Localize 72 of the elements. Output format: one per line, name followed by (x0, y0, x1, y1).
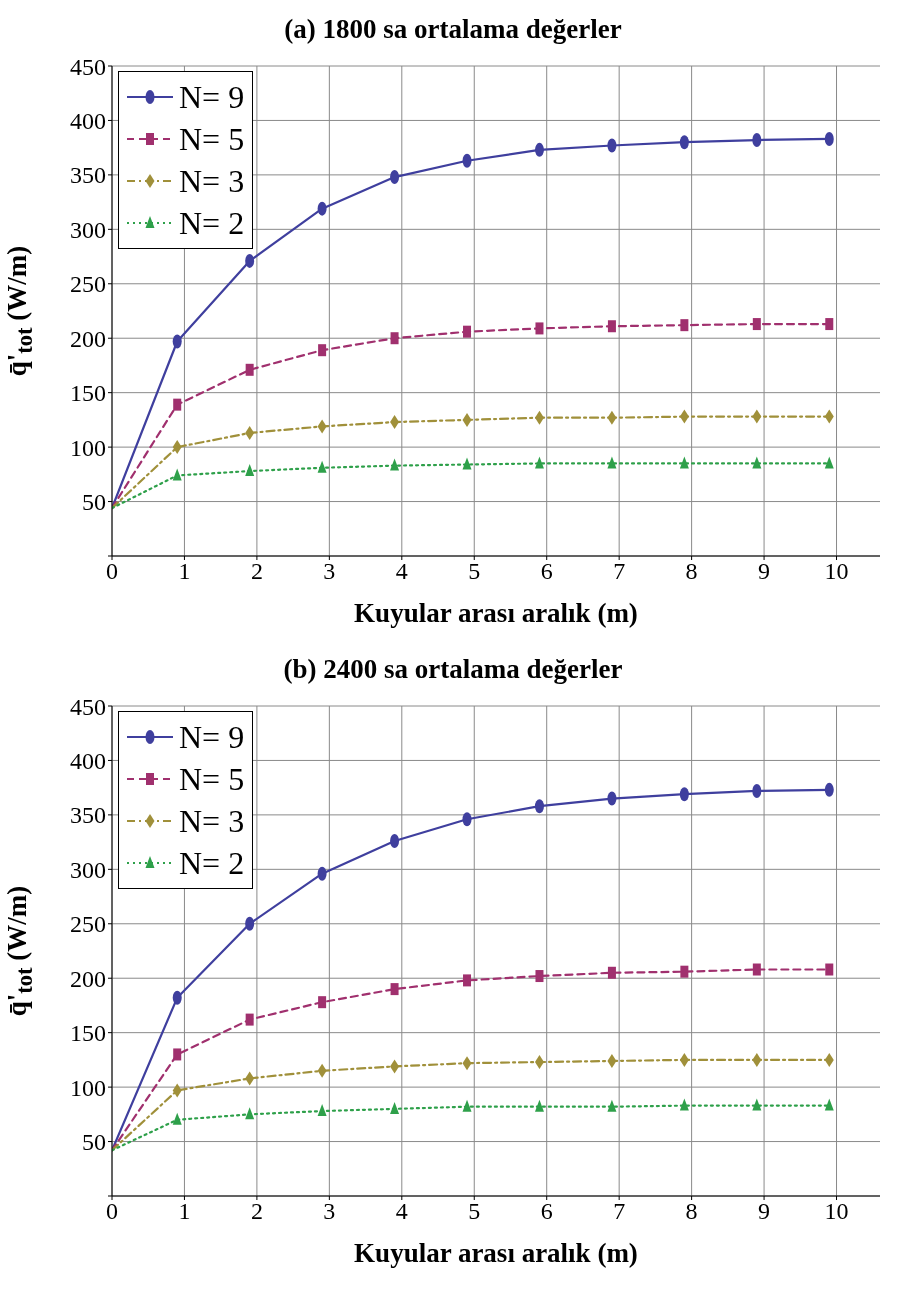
y-tick-label: 300 (70, 856, 106, 883)
y-tick-label: 250 (70, 271, 106, 298)
chart-title: (a) 1800 sa ortalama değerler (283, 14, 623, 45)
legend-label: N= 9 (179, 718, 245, 756)
point (317, 460, 327, 473)
point (462, 457, 472, 470)
x-tick-label: 0 (106, 1198, 118, 1225)
point (752, 1098, 762, 1111)
x-axis-title: Kuyular arası aralık (m) (353, 598, 639, 629)
x-tick-label: 9 (758, 1198, 771, 1225)
legend-label: N= 5 (179, 760, 245, 798)
x-tick-label: 5 (468, 1198, 481, 1225)
y-tick-label: 50 (82, 489, 106, 516)
x-tick-label: 8 (685, 1198, 698, 1225)
point (752, 456, 762, 469)
x-tick-label: 2 (250, 558, 263, 585)
x-tick-label: 2 (250, 1198, 263, 1225)
point (679, 456, 689, 469)
legend-label: N= 9 (179, 78, 245, 116)
point (245, 464, 255, 477)
point (824, 456, 834, 469)
x-tick-label: 10 (824, 1198, 849, 1225)
y-tick-label: 300 (70, 216, 106, 243)
y-tick-label: 150 (70, 380, 106, 407)
point (462, 1099, 472, 1112)
legend-label: N= 3 (179, 802, 245, 840)
point (534, 456, 544, 469)
y-tick-label: 350 (70, 162, 106, 189)
point (317, 1104, 327, 1117)
x-tick-label: 6 (540, 558, 553, 585)
y-tick-label: 400 (70, 107, 106, 134)
x-tick-label: 7 (613, 558, 626, 585)
x-tick-label: 5 (468, 558, 481, 585)
x-tick-label: 4 (395, 558, 408, 585)
point (245, 1107, 255, 1120)
point (172, 468, 182, 481)
x-tick-label: 7 (613, 1198, 626, 1225)
legend-label: N= 2 (179, 204, 245, 242)
x-tick-label: 3 (323, 1198, 336, 1225)
point (172, 1112, 182, 1125)
chart-title: (b) 2400 sa ortalama değerler (282, 654, 624, 685)
point (390, 458, 400, 471)
x-axis-title: Kuyular arası aralık (m) (353, 1238, 639, 1269)
x-tick-label: 9 (758, 558, 771, 585)
y-tick-label: 200 (70, 325, 106, 352)
x-tick-label: 6 (540, 1198, 553, 1225)
x-tick-label: 8 (685, 558, 698, 585)
legend-label: N= 5 (179, 120, 245, 158)
point (607, 456, 617, 469)
x-tick-label: 3 (323, 558, 336, 585)
y-tick-label: 450 (70, 693, 106, 720)
x-tick-label: 10 (824, 558, 849, 585)
y-tick-label: 250 (70, 911, 106, 938)
x-tick-label: 4 (395, 1198, 408, 1225)
x-tick-label: 1 (178, 558, 191, 585)
point (534, 1099, 544, 1112)
y-tick-label: 50 (82, 1129, 106, 1156)
point (607, 1099, 617, 1112)
y-tick-label: 100 (70, 1074, 106, 1101)
y-tick-label: 200 (70, 965, 106, 992)
y-tick-label: 150 (70, 1020, 106, 1047)
y-tick-label: 450 (70, 53, 106, 80)
point (824, 1098, 834, 1111)
point (390, 1101, 400, 1114)
point (679, 1098, 689, 1111)
y-tick-label: 400 (70, 747, 106, 774)
x-tick-label: 1 (178, 1198, 191, 1225)
legend-label: N= 2 (179, 844, 245, 882)
y-tick-label: 350 (70, 802, 106, 829)
legend-label: N= 3 (179, 162, 245, 200)
x-tick-label: 0 (106, 558, 118, 585)
y-tick-label: 100 (70, 434, 106, 461)
